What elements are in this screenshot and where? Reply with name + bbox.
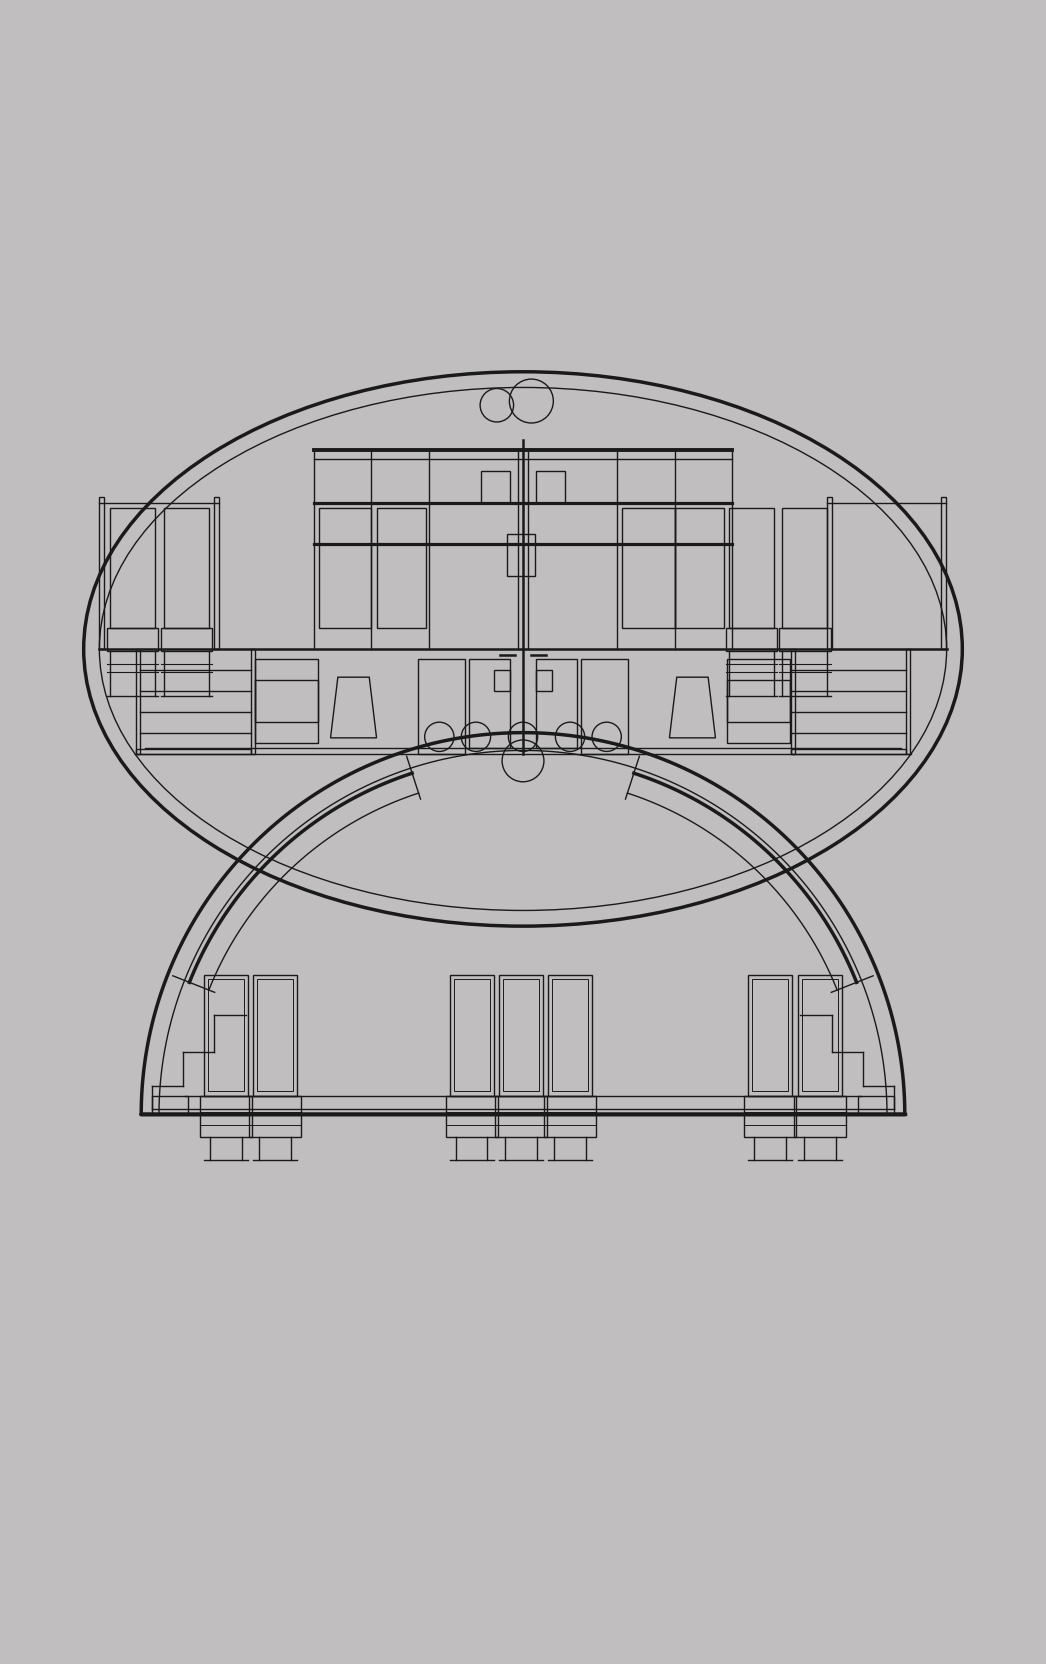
- Bar: [906, 649, 910, 754]
- Bar: [161, 627, 212, 651]
- Bar: [752, 980, 788, 1092]
- Bar: [110, 508, 155, 627]
- Bar: [858, 1095, 894, 1115]
- Bar: [214, 498, 219, 649]
- Bar: [552, 980, 588, 1092]
- Bar: [377, 508, 426, 627]
- Bar: [204, 975, 248, 1095]
- Bar: [107, 627, 158, 651]
- Bar: [536, 659, 577, 749]
- Bar: [454, 980, 490, 1092]
- Bar: [827, 498, 832, 649]
- Bar: [727, 659, 790, 744]
- Bar: [536, 671, 552, 691]
- Bar: [257, 980, 293, 1092]
- Bar: [99, 498, 104, 649]
- Bar: [249, 1095, 301, 1138]
- Bar: [941, 498, 946, 649]
- Bar: [499, 975, 543, 1095]
- Bar: [503, 980, 539, 1092]
- Bar: [208, 980, 244, 1092]
- Bar: [536, 471, 565, 503]
- Bar: [779, 627, 831, 651]
- Bar: [251, 649, 255, 754]
- Bar: [446, 1095, 498, 1138]
- Bar: [450, 975, 494, 1095]
- Bar: [494, 671, 510, 691]
- Bar: [152, 1095, 188, 1115]
- Bar: [802, 980, 838, 1092]
- Bar: [622, 508, 675, 627]
- Bar: [319, 508, 371, 627]
- Bar: [794, 1095, 846, 1138]
- Bar: [798, 975, 842, 1095]
- Bar: [726, 627, 777, 651]
- Bar: [581, 659, 628, 754]
- Bar: [253, 975, 297, 1095]
- Bar: [481, 471, 510, 503]
- Bar: [748, 975, 792, 1095]
- Bar: [782, 508, 827, 627]
- Bar: [200, 1095, 252, 1138]
- Bar: [136, 749, 251, 754]
- Bar: [544, 1095, 596, 1138]
- Bar: [255, 659, 318, 744]
- Bar: [164, 508, 209, 627]
- Bar: [255, 681, 318, 722]
- Bar: [729, 508, 774, 627]
- Bar: [727, 681, 790, 722]
- Bar: [548, 975, 592, 1095]
- Bar: [744, 1095, 796, 1138]
- Bar: [418, 659, 465, 754]
- Bar: [791, 749, 906, 754]
- Bar: [675, 508, 724, 627]
- Bar: [495, 1095, 547, 1138]
- Bar: [791, 649, 795, 754]
- Bar: [136, 649, 140, 754]
- Bar: [507, 534, 535, 576]
- Bar: [469, 659, 510, 749]
